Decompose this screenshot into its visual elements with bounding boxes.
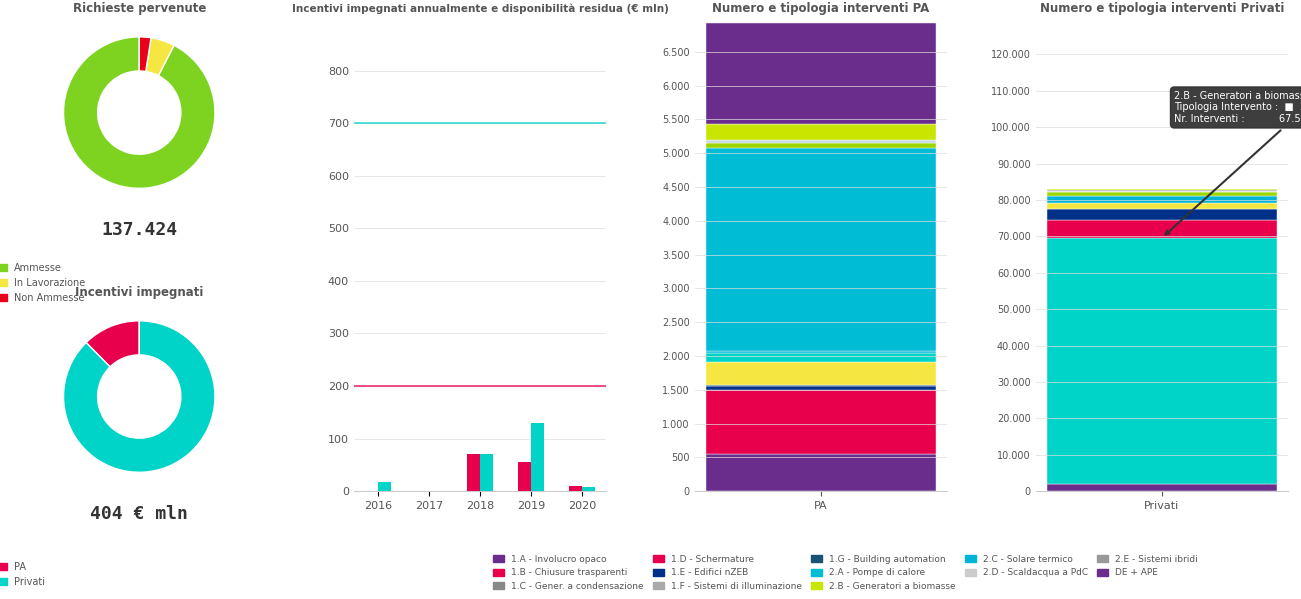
Bar bbox=[706, 125, 935, 140]
Legend: PA, Privati: PA, Privati bbox=[0, 558, 49, 591]
Title: Numero e tipologia interventi Privati: Numero e tipologia interventi Privati bbox=[1039, 2, 1284, 16]
Bar bbox=[706, 140, 935, 143]
Text: 137.424: 137.424 bbox=[101, 221, 177, 239]
Bar bbox=[706, 23, 935, 125]
Wedge shape bbox=[139, 37, 151, 71]
Wedge shape bbox=[146, 38, 174, 75]
Bar bbox=[706, 390, 935, 454]
Title: Richieste pervenute: Richieste pervenute bbox=[73, 2, 206, 16]
Legend: Cap incentivi PA, Cap incentivi Privati, Incentivi impegnati PA, Incentivi impeg: Cap incentivi PA, Cap incentivi Privati,… bbox=[358, 0, 627, 1]
Bar bbox=[1047, 189, 1276, 190]
Bar bbox=[706, 148, 935, 351]
Bar bbox=[1047, 204, 1276, 209]
Bar bbox=[1047, 192, 1276, 196]
Title: Numero e tipologia interventi PA: Numero e tipologia interventi PA bbox=[712, 2, 929, 16]
Bar bbox=[1047, 190, 1276, 192]
Wedge shape bbox=[86, 321, 139, 367]
Bar bbox=[518, 462, 531, 491]
Bar bbox=[706, 353, 935, 362]
Bar bbox=[706, 454, 935, 491]
Bar bbox=[467, 455, 480, 491]
Bar bbox=[1047, 220, 1276, 238]
Wedge shape bbox=[64, 321, 215, 472]
Bar bbox=[706, 385, 935, 386]
Text: 404 € mln: 404 € mln bbox=[90, 505, 189, 523]
Bar bbox=[1047, 209, 1276, 220]
Bar bbox=[706, 143, 935, 148]
Title: Incentivi impegnati: Incentivi impegnati bbox=[75, 286, 203, 300]
Title: Incentivi impegnati annualmente e disponibilità residua (€ mln): Incentivi impegnati annualmente e dispon… bbox=[291, 4, 669, 14]
Bar bbox=[570, 486, 582, 491]
Legend: 1.A - Involucro opaco, 1.B - Chiusure trasparenti, 1.C - Gener. a condensazione,: 1.A - Involucro opaco, 1.B - Chiusure tr… bbox=[489, 551, 1202, 594]
Bar bbox=[1047, 484, 1276, 491]
Legend: Ammesse, In Lavorazione, Non Ammesse: Ammesse, In Lavorazione, Non Ammesse bbox=[0, 259, 90, 307]
Bar bbox=[582, 487, 595, 491]
Bar bbox=[1047, 238, 1276, 484]
Bar bbox=[706, 386, 935, 390]
Bar bbox=[1047, 196, 1276, 204]
Bar bbox=[480, 455, 493, 491]
Bar bbox=[706, 351, 935, 353]
Bar bbox=[531, 423, 544, 491]
Bar bbox=[379, 482, 390, 491]
Wedge shape bbox=[64, 37, 215, 188]
Bar bbox=[706, 362, 935, 385]
Text: 2.B - Generatori a biomasse, Privati
Tipologia Intervento :  ■  2.B - Generatori: 2.B - Generatori a biomasse, Privati Tip… bbox=[1166, 91, 1301, 235]
